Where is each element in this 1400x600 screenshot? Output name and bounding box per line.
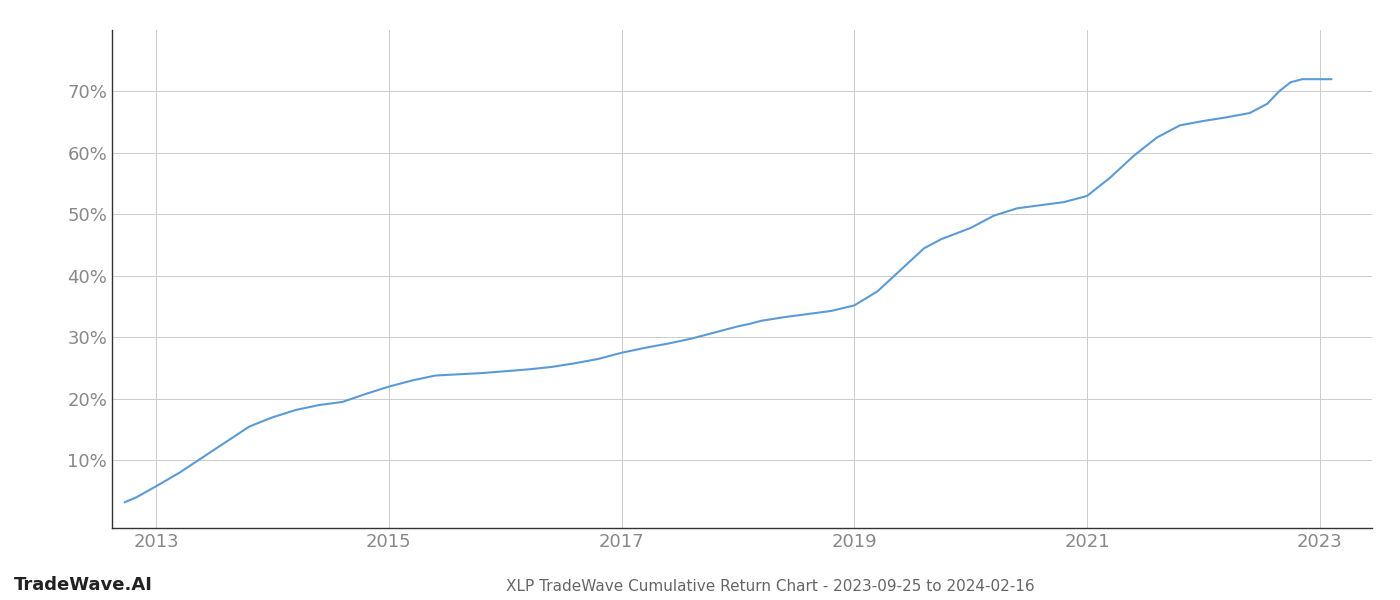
Text: TradeWave.AI: TradeWave.AI <box>14 576 153 594</box>
Text: XLP TradeWave Cumulative Return Chart - 2023-09-25 to 2024-02-16: XLP TradeWave Cumulative Return Chart - … <box>505 579 1035 594</box>
